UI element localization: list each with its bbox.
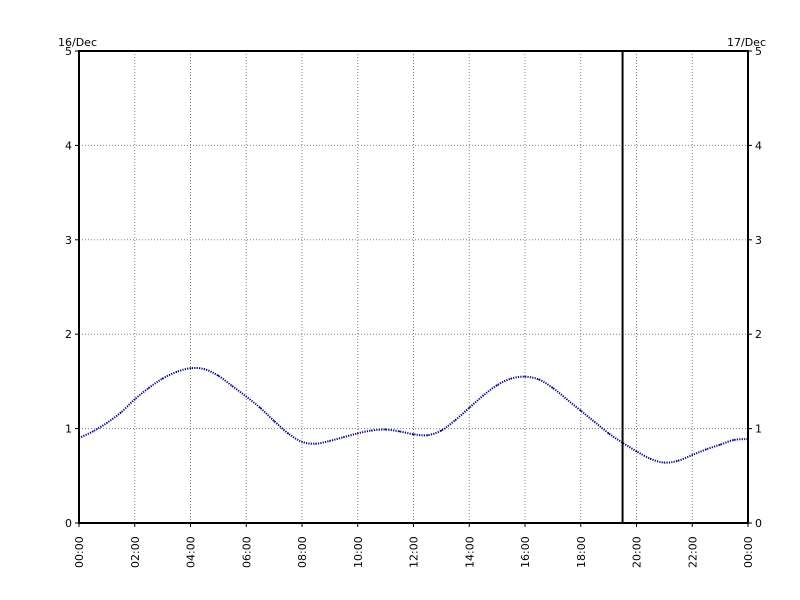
y-tick-label-left: 5 xyxy=(65,45,72,58)
tide-data-point xyxy=(315,442,317,445)
y-tick-label-left: 2 xyxy=(65,328,72,341)
tide-data-point xyxy=(426,434,429,437)
tide-data-point xyxy=(719,443,721,446)
tide-data-point xyxy=(106,422,108,424)
tide-data-point xyxy=(538,378,540,381)
y-tick-label-right: 4 xyxy=(755,139,762,152)
tide-data-point xyxy=(273,420,275,422)
tide-data-point xyxy=(245,395,248,398)
tide-data-point xyxy=(677,459,680,462)
tide-data-point xyxy=(635,450,638,453)
x-tick-label: 12:00 xyxy=(408,536,421,568)
y-tick-label-right: 3 xyxy=(755,234,762,247)
grid-layer xyxy=(79,51,748,523)
tide-data-point xyxy=(454,419,457,421)
tide-data-point xyxy=(287,432,289,435)
x-tick-label: 06:00 xyxy=(240,536,253,568)
tide-data-point xyxy=(468,407,471,409)
x-tick-label: 20:00 xyxy=(631,536,644,568)
y-tick-label-left: 3 xyxy=(65,234,72,247)
x-tick-label: 04:00 xyxy=(185,536,198,568)
x-tick-label: 00:00 xyxy=(73,536,86,568)
tide-data-point xyxy=(189,367,192,369)
tide-data-point xyxy=(566,398,568,401)
x-tick-label: 10:00 xyxy=(352,536,365,568)
tide-data-point xyxy=(231,385,234,387)
tide-data-point xyxy=(607,432,610,435)
tide-data-point xyxy=(217,374,220,377)
x-tick-label: 00:00 xyxy=(742,536,755,568)
tide-data-point xyxy=(175,371,178,373)
y-tick-label-right: 2 xyxy=(755,328,762,341)
tide-data-point xyxy=(705,448,707,451)
tide-data-point xyxy=(579,409,582,412)
tide-data-point xyxy=(649,458,652,460)
tide-data-point xyxy=(412,433,415,436)
x-tick-label: 08:00 xyxy=(296,536,309,568)
date-label-end: 17/Dec xyxy=(727,36,766,49)
tide-data-point xyxy=(161,377,164,380)
y-tick-label-right: 1 xyxy=(755,423,762,436)
date-label-start: 16/Dec xyxy=(58,36,97,49)
tide-data-point xyxy=(356,432,359,435)
x-tick-label: 16:00 xyxy=(519,536,532,568)
tide-data-point xyxy=(301,441,303,443)
tide-data-point xyxy=(92,430,94,433)
tide-data-point xyxy=(593,421,596,423)
tide-data-point xyxy=(691,454,694,456)
tide-data-point xyxy=(733,439,735,441)
tide-data-point xyxy=(370,429,373,432)
tide-data-point xyxy=(440,429,443,432)
tide-data-point xyxy=(398,430,401,433)
y-tick-label-left: 4 xyxy=(65,139,72,152)
x-tick-label: 18:00 xyxy=(575,536,588,568)
tide-data-point xyxy=(552,387,554,389)
tide-data-point xyxy=(343,436,345,438)
axis-layer: 00:00 02:00 04:00 06:00 08:00 10:00 12:00 14:00… xyxy=(65,45,762,568)
tide-data-point xyxy=(496,384,498,386)
y-tick-label-left: 0 xyxy=(65,517,72,530)
x-tick-label: 02:00 xyxy=(129,536,142,568)
tide-data-point xyxy=(524,375,526,378)
tide-data-point xyxy=(384,428,387,431)
tide-data-point xyxy=(120,411,122,414)
x-tick-label: 22:00 xyxy=(686,536,699,568)
tide-data-point xyxy=(510,377,512,380)
y-tick-label-right: 5 xyxy=(755,45,762,58)
tide-data-point xyxy=(203,368,206,370)
tide-data-point xyxy=(329,440,331,442)
tide-data-point xyxy=(133,398,136,401)
tide-data-point xyxy=(663,461,666,464)
tide-data-point xyxy=(147,387,150,389)
x-tick-label: 14:00 xyxy=(463,536,476,568)
tide-data-point xyxy=(482,394,484,397)
y-tick-label-left: 1 xyxy=(65,423,72,436)
tide-data-point xyxy=(259,407,261,409)
y-tick-label-right: 0 xyxy=(755,517,762,530)
